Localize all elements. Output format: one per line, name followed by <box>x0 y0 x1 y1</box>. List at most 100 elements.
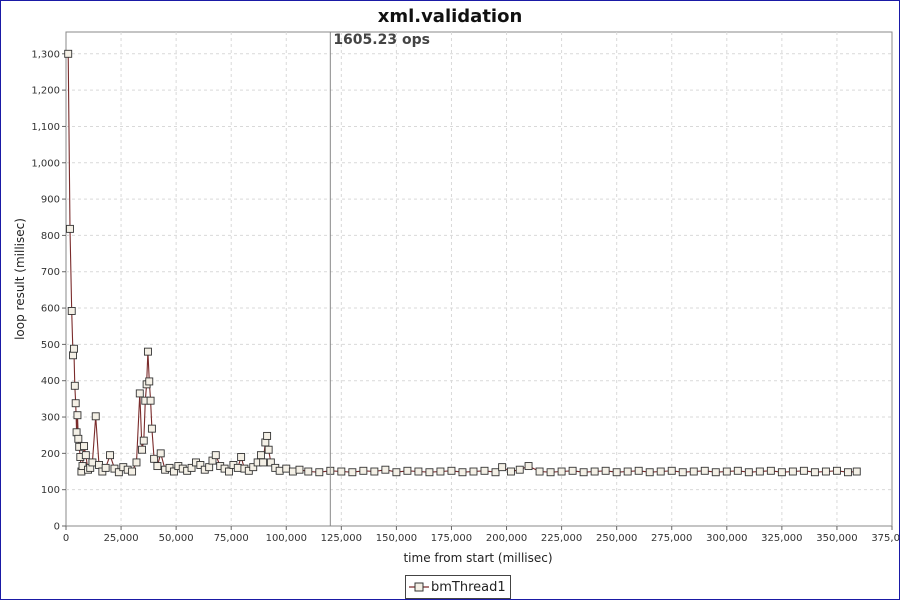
x-tick-label: 325,000 <box>761 533 802 544</box>
y-tick-label: 400 <box>41 376 60 387</box>
x-tick-label: 350,000 <box>816 533 857 544</box>
x-tick-label: 100,000 <box>266 533 307 544</box>
data-point <box>337 467 346 476</box>
y-tick-label: 1,100 <box>31 122 60 133</box>
plot-background <box>65 31 893 527</box>
data-point <box>711 468 720 477</box>
legend: bmThread1 <box>405 575 511 599</box>
data-point <box>145 377 154 386</box>
data-point <box>132 458 141 467</box>
data-point <box>799 466 808 475</box>
y-tick-label: 100 <box>41 485 60 496</box>
data-point <box>744 468 753 477</box>
x-tick-label: 375,000 <box>871 533 900 544</box>
data-point <box>128 467 137 476</box>
data-point <box>73 411 82 420</box>
data-point <box>612 468 621 477</box>
y-tick-label: 1,000 <box>31 158 60 169</box>
data-point <box>205 463 214 472</box>
data-point <box>64 49 73 58</box>
data-point <box>74 434 83 443</box>
y-axis-label: loop result (millisec) <box>13 218 27 340</box>
data-point <box>766 466 775 475</box>
data-point <box>634 466 643 475</box>
data-point <box>69 351 77 360</box>
data-point <box>95 461 103 469</box>
data-point <box>80 442 89 451</box>
data-point <box>295 465 304 474</box>
y-tick-label: 500 <box>41 340 60 351</box>
data-point <box>821 467 830 476</box>
data-point <box>348 468 357 477</box>
annotation: 1605.23 ops <box>329 32 430 526</box>
data-point <box>256 451 265 460</box>
data-point <box>196 461 205 469</box>
data-point <box>91 412 100 421</box>
x-tick-label: 75,000 <box>214 533 249 544</box>
x-tick-label: 225,000 <box>541 533 582 544</box>
x-tick-label: 50,000 <box>159 533 194 544</box>
data-point <box>515 465 524 474</box>
data-point <box>288 467 297 476</box>
data-point <box>266 458 275 467</box>
data-point <box>425 468 434 477</box>
data-point <box>689 467 698 476</box>
data-point <box>67 307 76 315</box>
data-point <box>261 438 270 447</box>
data-point <box>81 451 90 460</box>
data-point <box>491 468 500 477</box>
data-point <box>579 468 588 477</box>
data-point <box>645 468 654 477</box>
x-tick-label: 125,000 <box>321 533 362 544</box>
data-point <box>447 466 456 475</box>
x-axis: 0 25,000 50,000 75,000 100,000 125,000 150,000… <box>63 526 900 544</box>
data-point <box>623 467 632 476</box>
data-point <box>436 467 445 476</box>
data-point <box>150 454 159 463</box>
data-point <box>370 467 379 476</box>
data-point <box>535 467 544 476</box>
x-tick-label: 25,000 <box>104 533 139 544</box>
legend-swatch <box>409 582 429 592</box>
data-point <box>381 465 390 474</box>
y-axis: 0 100 200 300 400 500 600 700 800 900 1,000 1,100 1,… <box>31 49 66 533</box>
data-point <box>315 468 324 477</box>
data-point <box>237 453 246 461</box>
x-tick-label: 300,000 <box>706 533 747 544</box>
legend-label-bmThread1: bmThread1 <box>431 579 506 595</box>
data-point <box>101 463 110 472</box>
data-point <box>568 466 577 475</box>
data-point <box>722 467 731 476</box>
data-point <box>233 463 242 472</box>
data-point <box>733 466 742 475</box>
grid-lines <box>66 32 892 526</box>
data-point <box>114 468 123 477</box>
data-point <box>304 467 313 476</box>
data-point <box>832 466 841 475</box>
data-point <box>264 445 273 454</box>
data-point <box>88 458 97 467</box>
data-point <box>700 466 709 475</box>
data-point <box>546 468 555 477</box>
data-point <box>69 344 78 353</box>
annotation-label: 1605.23 ops <box>333 32 430 48</box>
x-axis-label: time from start (millisec) <box>403 551 552 565</box>
data-point <box>153 462 162 471</box>
chart-title: xml.validation <box>378 6 523 27</box>
data-point <box>156 449 165 458</box>
data-point <box>403 466 412 475</box>
data-point <box>469 467 478 476</box>
data-point <box>788 467 797 476</box>
data-point <box>601 466 610 475</box>
data-point <box>249 463 258 472</box>
data-point <box>392 468 401 477</box>
data-point <box>590 467 599 476</box>
y-tick-label: 300 <box>41 413 60 424</box>
x-tick-label: 275,000 <box>651 533 692 544</box>
data-point <box>843 468 852 477</box>
y-tick-label: 200 <box>41 449 60 460</box>
data-point <box>187 463 196 472</box>
y-tick-label: 900 <box>41 195 60 206</box>
data-point <box>147 424 156 433</box>
x-tick-label: 175,000 <box>431 533 472 544</box>
